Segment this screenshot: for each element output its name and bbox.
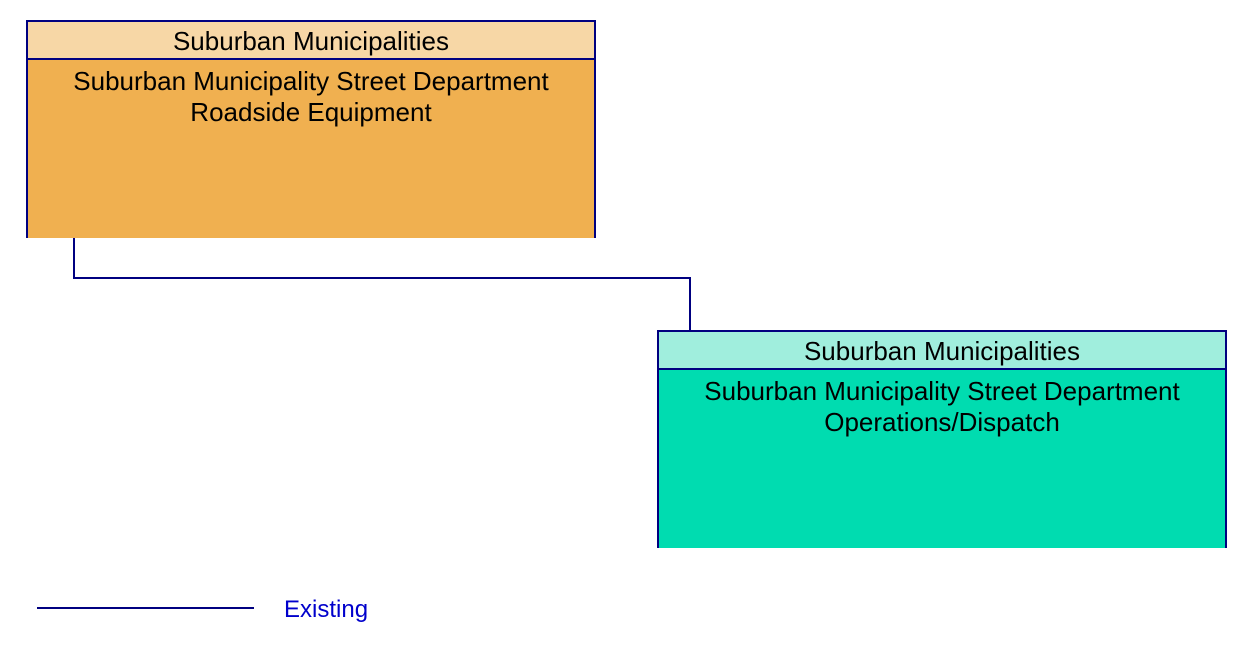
node-header-text: Suburban Municipalities	[804, 336, 1080, 366]
node-header: Suburban Municipalities	[659, 332, 1225, 370]
legend-label: Existing	[284, 596, 368, 624]
node-body-text: Suburban Municipality Street Department …	[73, 66, 548, 127]
edge-group	[74, 238, 690, 330]
node-roadside-equipment: Suburban Municipalities Suburban Municip…	[26, 20, 596, 238]
diagram-canvas: Suburban Municipalities Suburban Municip…	[0, 0, 1252, 658]
node-operations-dispatch: Suburban Municipalities Suburban Municip…	[657, 330, 1227, 548]
node-header-text: Suburban Municipalities	[173, 26, 449, 56]
node-header: Suburban Municipalities	[28, 22, 594, 60]
node-body: Suburban Municipality Street Department …	[659, 370, 1225, 548]
node-body: Suburban Municipality Street Department …	[28, 60, 594, 238]
node-body-text: Suburban Municipality Street Department …	[704, 376, 1179, 437]
legend-text: Existing	[284, 596, 368, 623]
edge-line	[74, 238, 690, 330]
